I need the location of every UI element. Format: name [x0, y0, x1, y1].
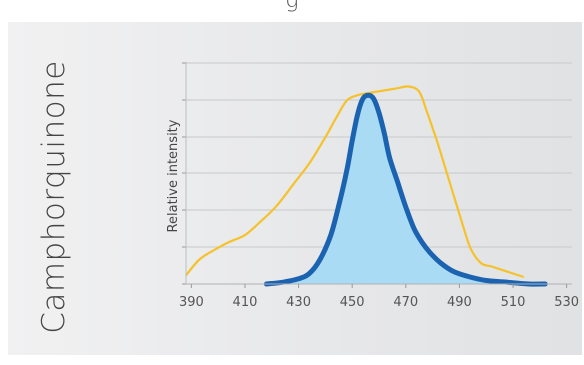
axis-layer: 390 410 430 450 470 490 510 530	[179, 62, 579, 310]
series-line-source	[185, 85, 525, 279]
x-tick-label-450: 450	[340, 295, 365, 310]
series-fill-camphorquinone	[266, 95, 546, 285]
x-tick-label-490: 490	[447, 295, 472, 310]
x-tick-label-470: 470	[393, 295, 418, 310]
page-title-partial: g	[285, 0, 299, 13]
y-axis-label: Relative intensity	[166, 119, 181, 232]
chart-panel	[8, 22, 582, 355]
x-tick-label-430: 430	[286, 295, 311, 310]
x-tick-label-530: 530	[554, 295, 579, 310]
series-line-camphorquinone	[263, 92, 548, 287]
x-tick-label-410: 410	[233, 295, 258, 310]
area-layer	[185, 85, 546, 285]
x-tick-label-390: 390	[179, 295, 204, 310]
x-tick-label-510: 510	[501, 295, 526, 310]
line-layer	[263, 92, 548, 287]
